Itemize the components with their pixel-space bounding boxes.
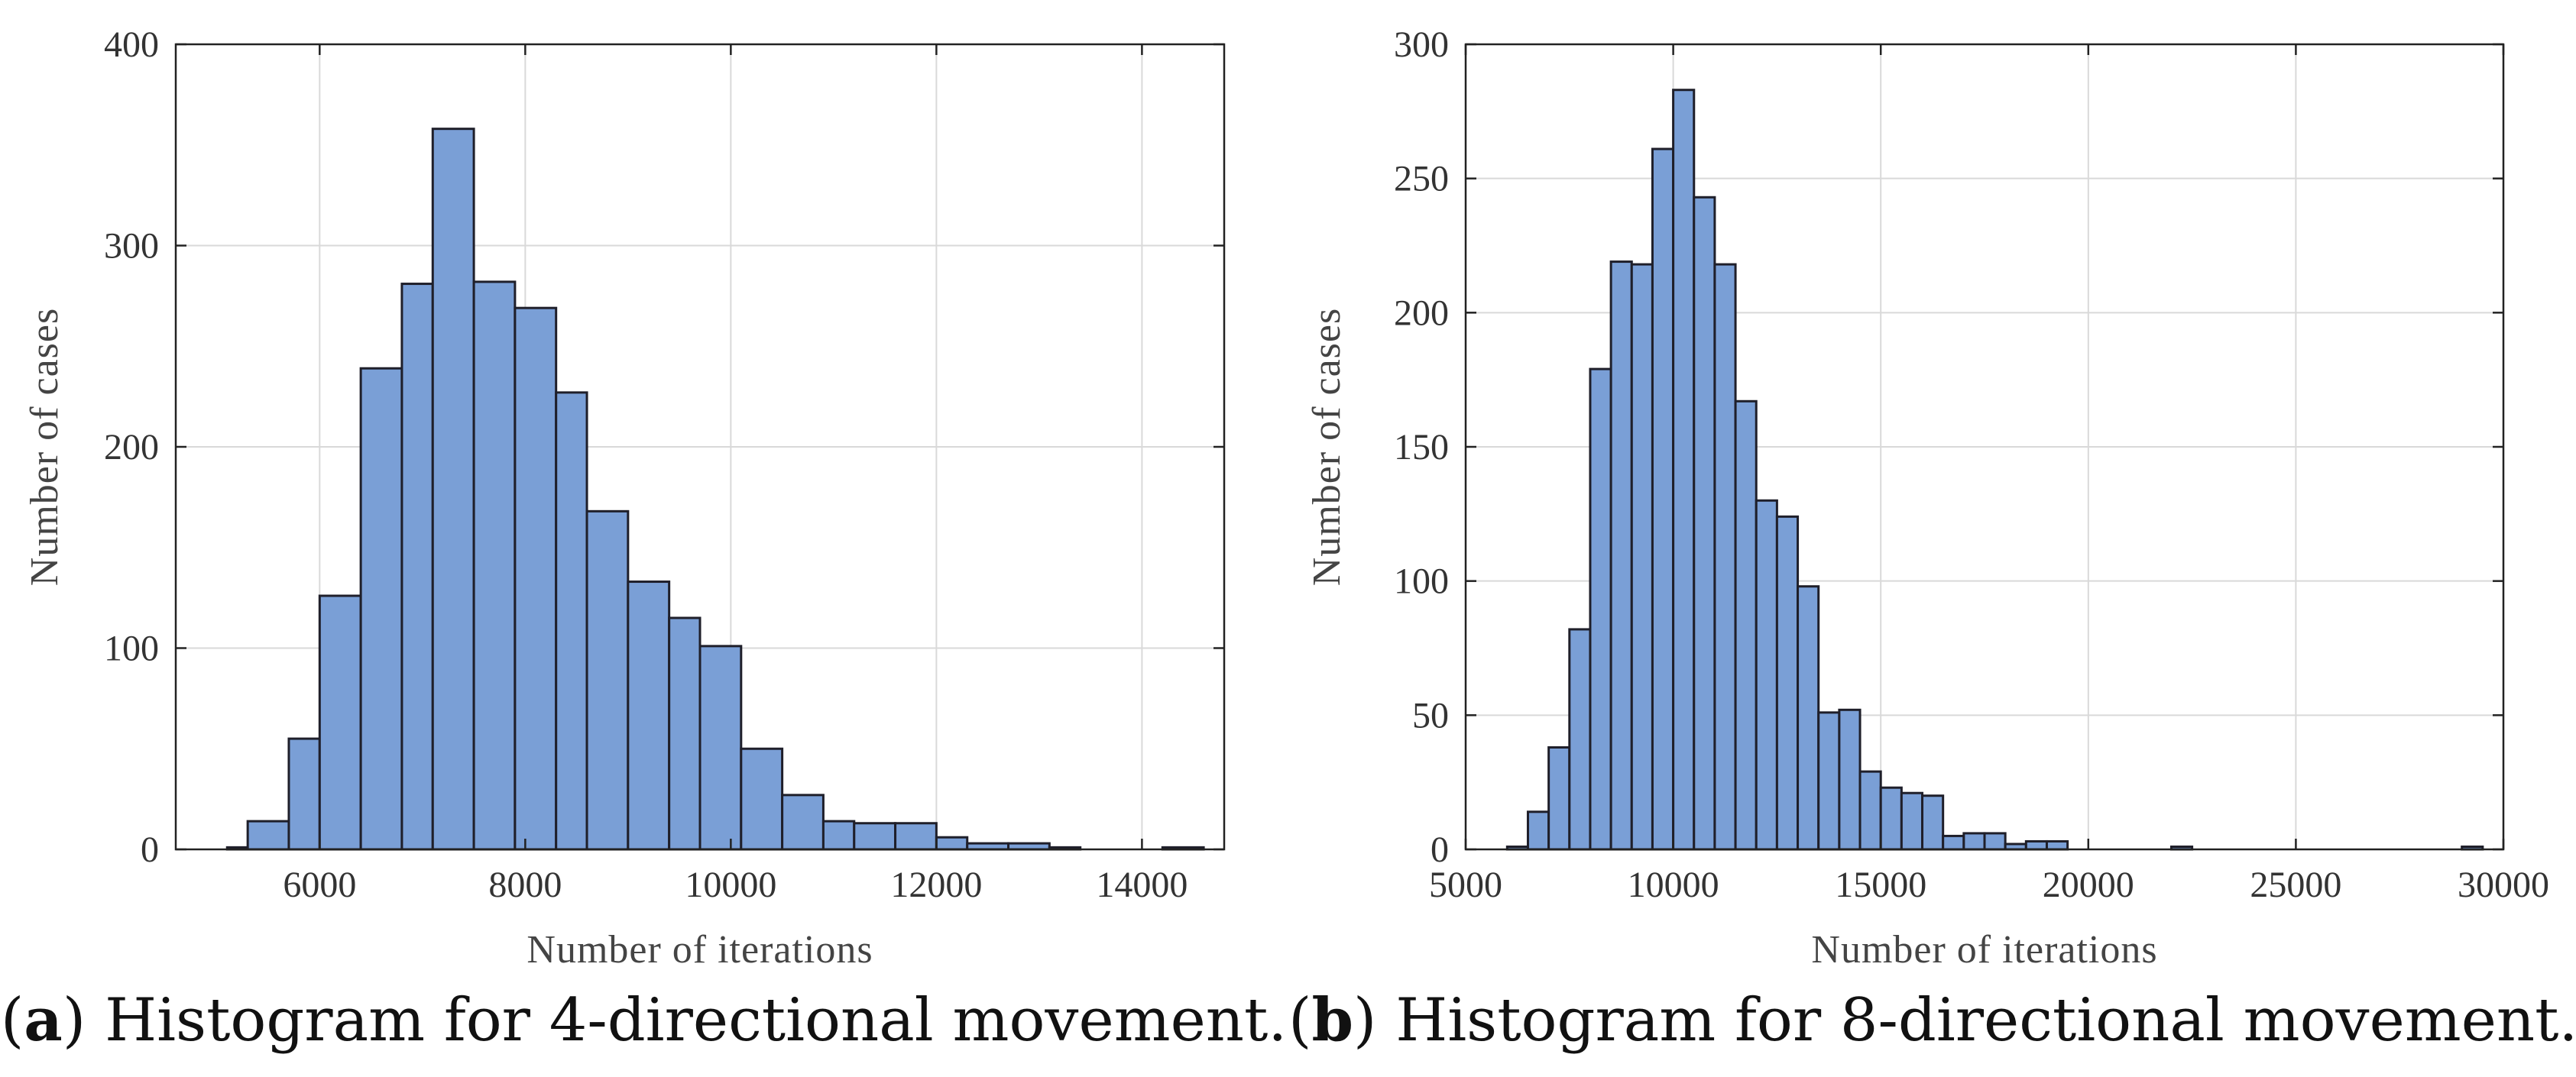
chart-b-bar-25 [2024,839,2048,851]
chart-a-xtick-label-1: 8000 [488,865,562,905]
chart-b-bar-16 [1838,708,1862,851]
chart-b-ytick-label-4: 200 [1394,293,1449,333]
chart-a-xtick-label-3: 12000 [890,865,982,905]
chart-b-bar-19 [1900,791,1924,851]
chart-b-xtick-label-1: 10000 [1628,865,1719,905]
chart-a-bar-2 [287,737,321,851]
chart-b-bar-15 [1817,711,1841,851]
chart-a-bar-7 [472,280,517,851]
chart-a-bar-5 [400,283,434,851]
chart-b-xtick-label-3: 20000 [2043,865,2134,905]
chart-a-ytick-label-4: 400 [104,24,159,65]
panel-a: 6000 8000 10000 12000 14000 0 100 200 300 400 Numb… [0,24,1288,1055]
caption-a-tag: a [24,985,63,1055]
chart-b-bar-11 [1734,399,1758,851]
chart-b-ytick-label-1: 50 [1412,695,1449,736]
caption-b-tag: b [1311,985,1353,1055]
chart-b-bar-9 [1693,196,1716,851]
chart-a-ytick-label-3: 300 [104,226,159,267]
chart-b-bar-21 [1942,834,1965,851]
panel-b: 5000 10000 15000 20000 25000 30000 0 50 100 150 20… [1288,0,2576,1077]
chart-b-bar-10 [1713,263,1737,851]
chart-b-ytick-label-3: 150 [1394,427,1449,467]
chart-a-xlabel: Number of iterations [527,928,873,972]
chart-b-bar-18 [1879,786,1903,851]
chart-a-bar-11 [627,581,671,851]
chart-a-bar-13 [698,645,743,851]
chart-a-xtick-label-4: 14000 [1096,865,1188,905]
chart-a-bar-15 [781,794,825,851]
chart-b-bar-20 [1921,794,1945,851]
caption-b: (b) Histogram for 8-directional movement… [1288,985,2576,1055]
chart-a-bar-12 [668,616,702,851]
chart-a-ytick-label-0: 0 [141,830,159,870]
chart-b-bar-26 [2045,839,2069,851]
caption-a: (a) Histogram for 4-directional movement… [0,985,1288,1055]
chart-a-bar-18 [894,822,938,851]
chart-a-xtick-label-2: 10000 [685,865,776,905]
chart-b-bar-14 [1797,585,1820,851]
chart-b-xtick-label-2: 15000 [1835,865,1926,905]
chart-a-bar-8 [514,306,558,851]
chart-a-ylabel: Number of cases [23,308,66,586]
chart-b-bar-1 [1526,810,1550,851]
chart-b-xtick-label-4: 25000 [2250,865,2341,905]
chart-b-bar-6 [1630,263,1654,851]
chart-b-bar-5 [1609,260,1633,851]
chart-b-bar-22 [1962,832,1986,851]
chart-b-ytick-label-5: 250 [1394,159,1449,199]
chart-b-bar-2 [1547,745,1571,851]
chart-a-bar-3 [318,594,362,851]
chart-a-bar-14 [740,747,784,851]
chart-b-bar-3 [1568,628,1592,851]
caption-b-text: Histogram for 8-directional movement. [1395,986,2576,1055]
caption-a-text: Histogram for 4-directional movement. [105,986,1288,1055]
chart-b-xlabel: Number of iterations [1811,928,2157,972]
chart-b-bar-13 [1775,515,1800,851]
histogram-4-directional: 6000 8000 10000 12000 14000 0 100 200 300 400 Numb… [23,24,1226,972]
chart-a-xtick-label-0: 6000 [283,865,356,905]
chart-a-bar-1 [246,820,290,851]
chart-b-bar-17 [1858,770,1882,851]
chart-a-bar-9 [555,391,588,851]
chart-a-bar-17 [853,822,897,851]
chart-b-bar-23 [1983,832,2007,851]
chart-b-xtick-label-0: 5000 [1429,865,1502,905]
histogram-8-directional: 5000 10000 15000 20000 25000 30000 0 50 100 150 20… [1305,24,2549,972]
chart-b-bar-8 [1672,89,1696,851]
chart-a-bar-19 [935,836,969,851]
chart-b-ytick-label-0: 0 [1431,830,1449,870]
chart-a-ytick-label-1: 100 [104,629,159,669]
chart-a-bar-16 [821,820,856,851]
chart-a-bar-4 [359,367,403,851]
chart-b-ytick-label-2: 100 [1394,561,1449,602]
chart-a-ytick-label-2: 200 [104,427,159,467]
chart-b-bar-4 [1589,367,1612,851]
chart-b-xtick-label-5: 30000 [2458,865,2549,905]
chart-b-bar-12 [1755,499,1778,851]
chart-b-bar-7 [1651,147,1675,851]
chart-a-bar-10 [585,509,630,851]
chart-b-ylabel: Number of cases [1305,308,1349,586]
chart-a-bar-6 [431,128,475,851]
chart-b-ytick-label-6: 300 [1394,24,1449,65]
